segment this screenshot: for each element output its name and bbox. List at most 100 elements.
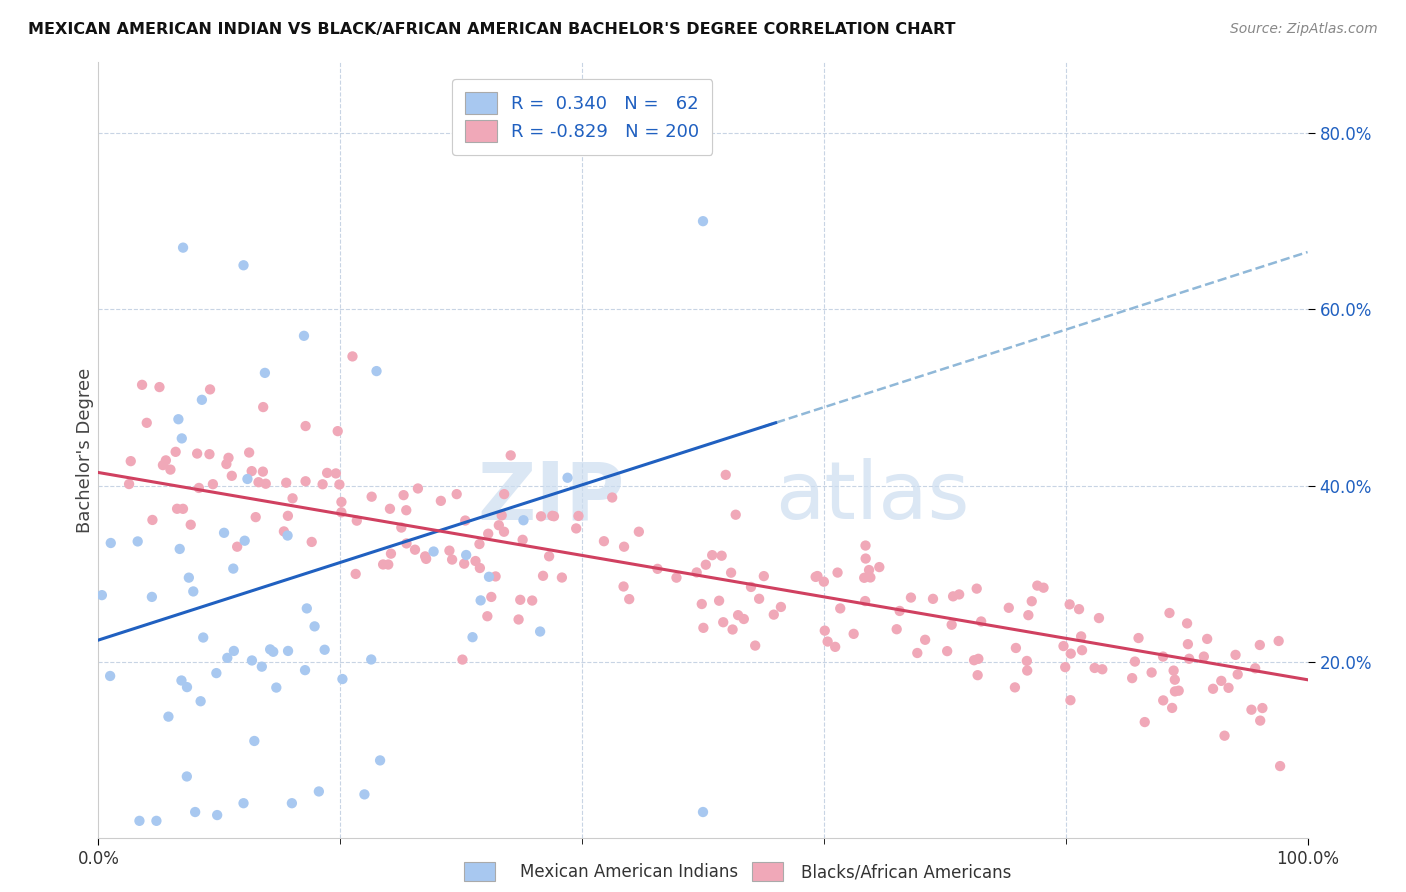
Point xyxy=(967,652,990,666)
Point xyxy=(1032,581,1054,595)
Point xyxy=(541,508,564,523)
Point xyxy=(690,597,713,611)
Point xyxy=(277,508,299,523)
Point xyxy=(922,591,945,606)
Point xyxy=(152,458,174,472)
Point xyxy=(141,513,163,527)
Point xyxy=(948,587,970,601)
Point xyxy=(1267,634,1289,648)
Point xyxy=(170,431,193,445)
Point xyxy=(346,514,368,528)
Point xyxy=(720,566,742,580)
Point xyxy=(377,558,399,572)
Point xyxy=(468,561,491,575)
Point xyxy=(1059,693,1081,707)
Point xyxy=(325,467,347,481)
Point xyxy=(1178,652,1201,666)
Point xyxy=(281,491,304,506)
Point xyxy=(191,392,214,407)
Point xyxy=(868,560,890,574)
Point xyxy=(1140,665,1163,680)
Point xyxy=(353,788,375,802)
Point xyxy=(1240,703,1263,717)
Point xyxy=(281,796,304,810)
Point xyxy=(198,383,221,397)
Point xyxy=(378,501,401,516)
Point xyxy=(1167,683,1189,698)
Point xyxy=(148,380,170,394)
Point xyxy=(1152,693,1174,707)
Point xyxy=(205,666,228,681)
Point xyxy=(215,457,238,471)
Point xyxy=(900,591,922,605)
Point xyxy=(342,350,364,364)
Point xyxy=(1164,684,1187,698)
Point xyxy=(859,570,882,584)
Point xyxy=(392,488,415,502)
Point xyxy=(752,569,775,583)
Point xyxy=(277,528,299,542)
Point xyxy=(853,571,876,585)
Point xyxy=(243,734,266,748)
Point xyxy=(478,570,501,584)
Y-axis label: Bachelor's Degree: Bachelor's Degree xyxy=(76,368,94,533)
Point xyxy=(238,445,260,459)
Point xyxy=(406,482,429,496)
Point xyxy=(413,549,436,564)
Point xyxy=(1161,701,1184,715)
Point xyxy=(530,509,553,524)
Point xyxy=(813,574,835,589)
Point xyxy=(118,477,141,491)
Point xyxy=(464,554,486,568)
Point xyxy=(395,503,418,517)
Point xyxy=(1128,631,1150,645)
Point xyxy=(187,481,209,495)
Legend: R =  0.340   N =   62, R = -0.829   N = 200: R = 0.340 N = 62, R = -0.829 N = 200 xyxy=(451,79,713,155)
Point xyxy=(404,542,426,557)
Point xyxy=(330,505,353,519)
Point xyxy=(762,607,785,622)
Point xyxy=(855,539,877,553)
Point xyxy=(332,672,354,686)
Point xyxy=(226,540,249,554)
Point xyxy=(963,653,986,667)
Point xyxy=(612,580,634,594)
Point xyxy=(702,548,724,562)
Point xyxy=(565,521,588,535)
Point xyxy=(232,258,254,272)
Point xyxy=(254,476,277,491)
Point xyxy=(740,580,762,594)
Point xyxy=(245,510,267,524)
Point xyxy=(806,569,828,583)
Point xyxy=(360,652,382,666)
Point xyxy=(1054,660,1077,674)
Point xyxy=(165,445,187,459)
Point xyxy=(814,624,837,638)
Point xyxy=(262,645,284,659)
Text: Mexican American Indians: Mexican American Indians xyxy=(520,863,738,881)
Point xyxy=(711,615,734,630)
Point xyxy=(1177,637,1199,651)
Point xyxy=(128,814,150,828)
Point xyxy=(430,494,453,508)
Point xyxy=(311,477,333,491)
Point xyxy=(1218,681,1240,695)
Point xyxy=(543,509,565,524)
Point xyxy=(1268,759,1291,773)
Point xyxy=(1202,681,1225,696)
Point xyxy=(461,630,484,644)
Point xyxy=(1164,673,1187,687)
Point xyxy=(724,508,747,522)
Point xyxy=(252,400,274,414)
Point xyxy=(190,694,212,708)
Point xyxy=(692,214,714,228)
Point xyxy=(494,487,516,501)
Point xyxy=(1123,655,1146,669)
Point xyxy=(1121,671,1143,685)
Point xyxy=(966,668,988,682)
Text: ZIP: ZIP xyxy=(477,458,624,536)
Text: atlas: atlas xyxy=(776,458,970,536)
Point xyxy=(710,549,733,563)
Point xyxy=(567,508,589,523)
Point xyxy=(316,466,339,480)
